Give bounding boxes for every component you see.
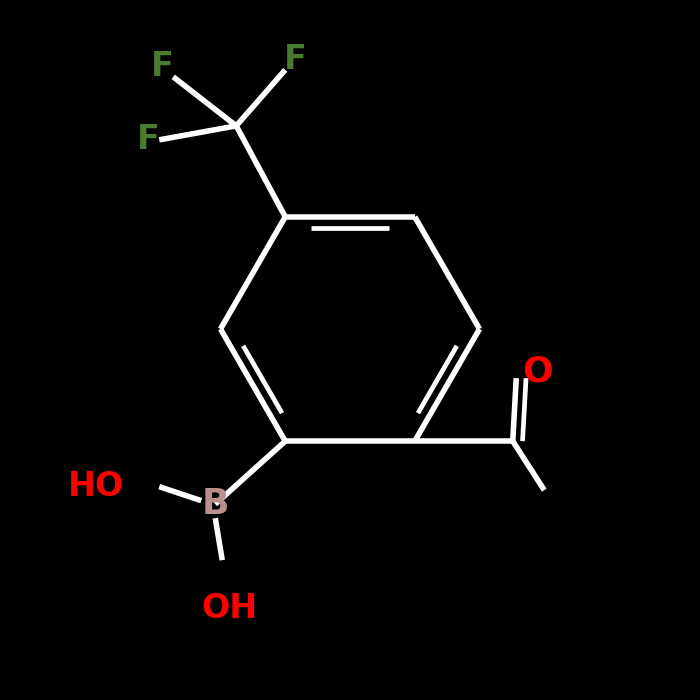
Text: OH: OH	[201, 592, 258, 624]
Text: HO: HO	[68, 470, 124, 503]
Text: B: B	[202, 487, 229, 522]
Text: F: F	[151, 50, 174, 83]
Text: F: F	[284, 43, 307, 76]
Text: F: F	[137, 123, 160, 156]
Text: O: O	[522, 354, 552, 388]
